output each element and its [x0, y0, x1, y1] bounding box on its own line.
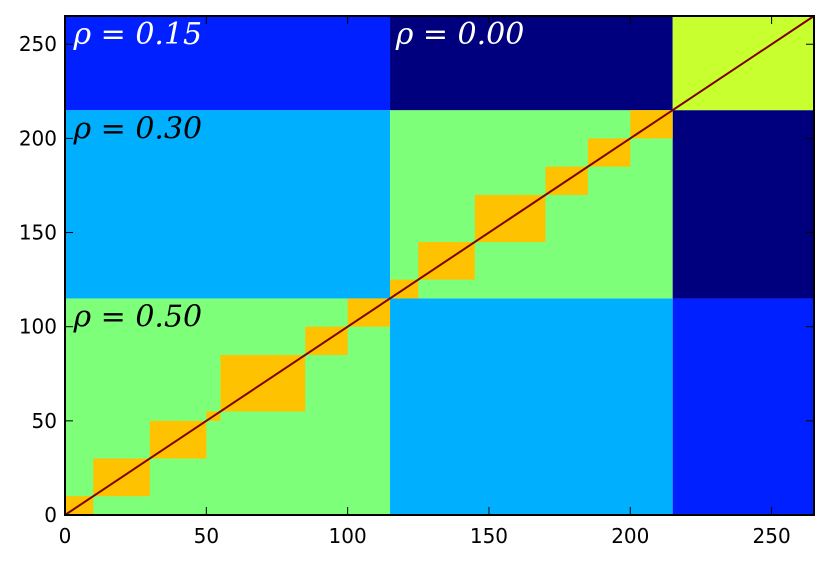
annotation-3: ρ = 0.50 [72, 300, 202, 335]
y-tick-label-2: 100 [19, 315, 57, 339]
y-tick-label-5: 250 [19, 32, 57, 56]
x-tick-label-3: 150 [470, 524, 508, 548]
x-tick-label-4: 200 [611, 524, 649, 548]
x-tick-label-2: 100 [329, 524, 367, 548]
plot-frame [64, 15, 815, 516]
x-tick-label-0: 0 [59, 524, 72, 548]
heatmap-region-5 [672, 110, 814, 299]
heatmap-region-3 [65, 110, 391, 299]
y-tick-label-4: 200 [19, 126, 57, 150]
y-tick-label-1: 50 [32, 409, 57, 433]
heatmap-region-6 [65, 16, 391, 111]
x-tick-label-1: 50 [194, 524, 219, 548]
heatmap-region-1 [390, 298, 673, 515]
ticks-layer: 0 50 100 150 200 250 0 50 100 150 200 250 [19, 16, 814, 548]
y-tick-label-3: 150 [19, 221, 57, 245]
annotations-layer: ρ = 0.15 ρ = 0.00 ρ = 0.30 ρ = 0.50 [72, 17, 524, 334]
x-tick-label-5: 250 [753, 524, 791, 548]
diagonal-line-layer [64, 15, 815, 516]
y-tick-label-0: 0 [44, 503, 57, 527]
annotation-0: ρ = 0.15 [72, 17, 202, 52]
annotation-2: ρ = 0.30 [72, 111, 202, 146]
frame-layer [64, 15, 815, 516]
annotation-1: ρ = 0.00 [395, 17, 525, 52]
diagonal-line [64, 15, 815, 516]
heatmap-region-2 [672, 298, 814, 515]
heatmap-region-7 [390, 16, 673, 111]
